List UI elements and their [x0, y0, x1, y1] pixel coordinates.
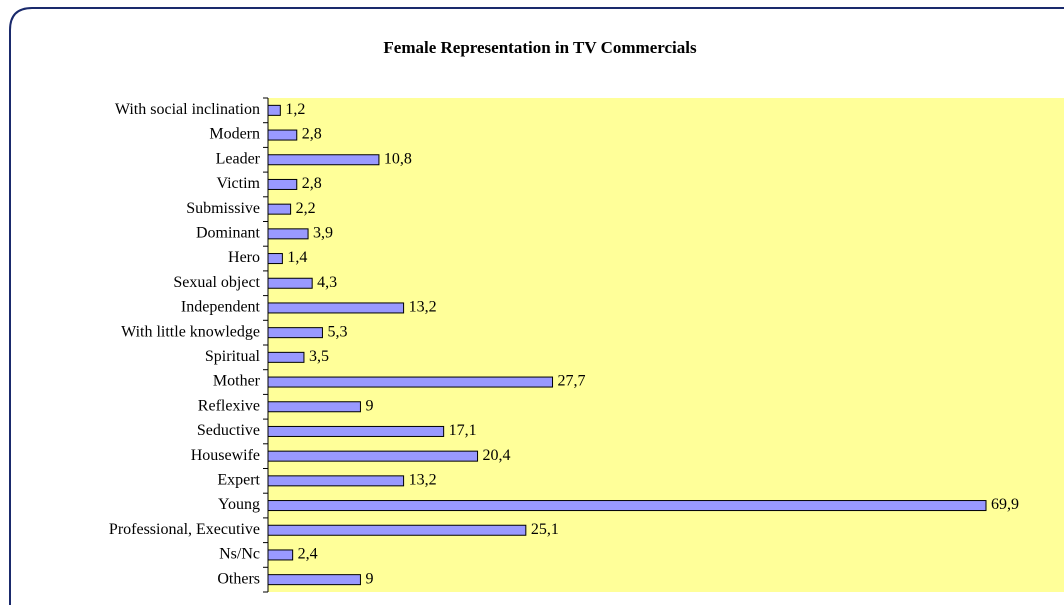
bar: [267, 253, 283, 265]
data-label: 69,9: [991, 496, 1019, 513]
bar: [267, 178, 298, 190]
bar: [267, 376, 554, 388]
y-tick-label: Submissive: [186, 200, 260, 217]
chart-title: Female Representation in TV Commercials: [383, 38, 697, 57]
bar: [267, 228, 309, 240]
bar: [267, 425, 445, 437]
bar: [267, 351, 305, 363]
y-tick-label: Victim: [217, 175, 261, 192]
data-label: 2,8: [302, 126, 322, 143]
data-label: 2,8: [302, 175, 322, 192]
data-label: 13,2: [409, 299, 437, 316]
y-tick-label: With little knowledge: [121, 323, 260, 340]
bar: [267, 475, 405, 487]
y-tick-label: Expert: [217, 472, 260, 489]
data-label: 20,4: [483, 447, 511, 464]
y-tick-label: Ns/Nc: [219, 546, 260, 563]
bar: [267, 450, 479, 462]
data-label: 17,1: [449, 422, 477, 439]
y-tick-label: Young: [218, 496, 260, 513]
data-label: 9: [365, 570, 373, 587]
y-tick-label: Leader: [216, 150, 261, 167]
data-label: 4,3: [317, 274, 337, 291]
bar: [267, 129, 298, 141]
data-label: 9: [365, 397, 373, 414]
data-label: 25,1: [531, 521, 559, 538]
y-tick-label: Sexual object: [173, 274, 260, 291]
bar: [267, 302, 405, 314]
data-label: 5,3: [327, 323, 347, 340]
bar: [267, 549, 294, 561]
y-tick-label: With social inclination: [115, 101, 260, 118]
y-tick-label: Hero: [228, 249, 260, 266]
y-tick-label: Modern: [209, 126, 260, 143]
data-label: 2,4: [298, 546, 318, 563]
data-label: 13,2: [409, 472, 437, 489]
bar: [267, 574, 361, 586]
chart-border: [9, 7, 1064, 610]
data-label: 27,7: [558, 373, 586, 390]
y-tick-label: Professional, Executive: [109, 521, 260, 538]
bar: [267, 277, 313, 289]
bar: [267, 524, 527, 536]
bar: [267, 401, 361, 413]
y-tick-label: Seductive: [197, 422, 260, 439]
bar: [267, 327, 323, 339]
bar: [267, 500, 987, 512]
y-tick-label: Housewife: [191, 447, 260, 464]
data-label: 2,2: [296, 200, 316, 217]
y-tick-label: Reflexive: [198, 397, 260, 414]
data-label: 10,8: [384, 150, 412, 167]
y-tick-label: Mother: [213, 373, 261, 390]
data-label: 3,5: [309, 348, 329, 365]
data-label: 3,9: [313, 225, 333, 242]
data-label: 1,2: [285, 101, 305, 118]
y-tick-label: Independent: [181, 299, 261, 316]
y-tick-label: Dominant: [196, 225, 261, 242]
data-label: 1,4: [287, 249, 307, 266]
plot-area: [268, 98, 1064, 592]
bar: [267, 203, 292, 215]
bar: [267, 154, 380, 166]
y-tick-label: Spiritual: [205, 348, 261, 365]
y-tick-label: Others: [217, 570, 260, 587]
bar: [267, 104, 281, 116]
